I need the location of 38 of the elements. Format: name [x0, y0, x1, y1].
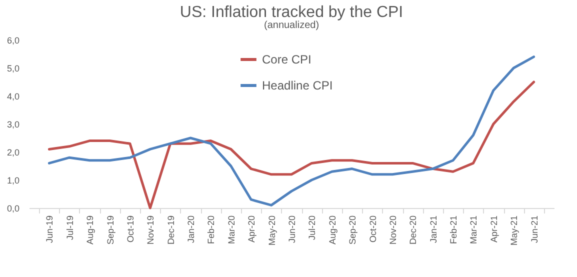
legend-label: Core CPI — [262, 52, 312, 66]
y-tick-label: 6,0 — [6, 36, 20, 46]
x-tick-label: Sep-20 — [348, 216, 358, 245]
x-tick-label: Dec-19 — [166, 216, 176, 245]
x-tick-label: Oct-20 — [368, 216, 378, 243]
line-series — [48, 80, 536, 210]
x-tick-label: Jun-19 — [44, 216, 55, 244]
y-tick-label: 3,0 — [6, 120, 20, 130]
x-tick-label: Dec-20 — [408, 216, 418, 245]
x-tick-label: Jul-19 — [64, 216, 75, 240]
x-tick-label: May-21 — [509, 216, 520, 246]
x-tick-label: May-20 — [266, 216, 277, 246]
chart-title: US: Inflation tracked by the CPI — [180, 4, 404, 21]
x-tick-label: Feb-21 — [448, 216, 459, 244]
x-tick-label: Mar-21 — [468, 216, 479, 244]
x-tick-label: Nov-19 — [146, 216, 156, 245]
x-tick-label: Mar-20 — [226, 216, 236, 244]
line-series — [48, 56, 536, 206]
x-tick-label: Aug-19 — [85, 216, 96, 245]
x-tick-label: Apr-21 — [488, 216, 499, 243]
x-tick-label: Sep-19 — [105, 216, 116, 245]
x-tick-label: Oct-19 — [125, 216, 136, 243]
x-tick-label: Feb-20 — [206, 216, 216, 244]
x-tick-label: Apr-20 — [246, 216, 257, 243]
x-tick-label: Jun-20 — [287, 216, 297, 244]
y-tick-label: 2,0 — [6, 148, 20, 158]
x-tick-label: Nov-20 — [388, 216, 398, 245]
x-tick-label: Aug-20 — [327, 216, 338, 245]
x-tick-label: Jul-20 — [307, 216, 318, 240]
y-tick-label: 1,0 — [6, 176, 20, 186]
y-tick-label: 4,0 — [6, 92, 20, 102]
x-tick-label: Jan-21 — [428, 216, 438, 244]
x-tick-label: Jan-20 — [186, 216, 196, 244]
y-tick-label: 5,0 — [6, 64, 20, 74]
y-tick-label: 0,0 — [6, 204, 20, 214]
x-tick-label: Jun-21 — [529, 216, 540, 244]
legend-label: Headline CPI — [262, 78, 333, 92]
chart-subtitle: (annualized) — [264, 20, 320, 31]
